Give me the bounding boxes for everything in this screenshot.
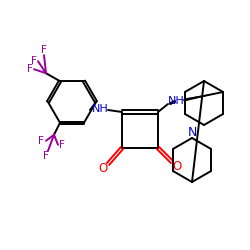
Text: NH: NH [92,104,108,114]
Text: F: F [43,151,49,161]
Text: F: F [27,64,33,74]
Text: O: O [172,160,182,172]
Polygon shape [184,92,223,102]
Text: F: F [38,136,44,146]
Text: O: O [98,162,108,174]
Text: F: F [59,140,65,150]
Text: F: F [31,56,37,66]
Text: F: F [41,45,47,55]
Text: N: N [187,126,197,138]
Text: NH: NH [168,96,184,106]
